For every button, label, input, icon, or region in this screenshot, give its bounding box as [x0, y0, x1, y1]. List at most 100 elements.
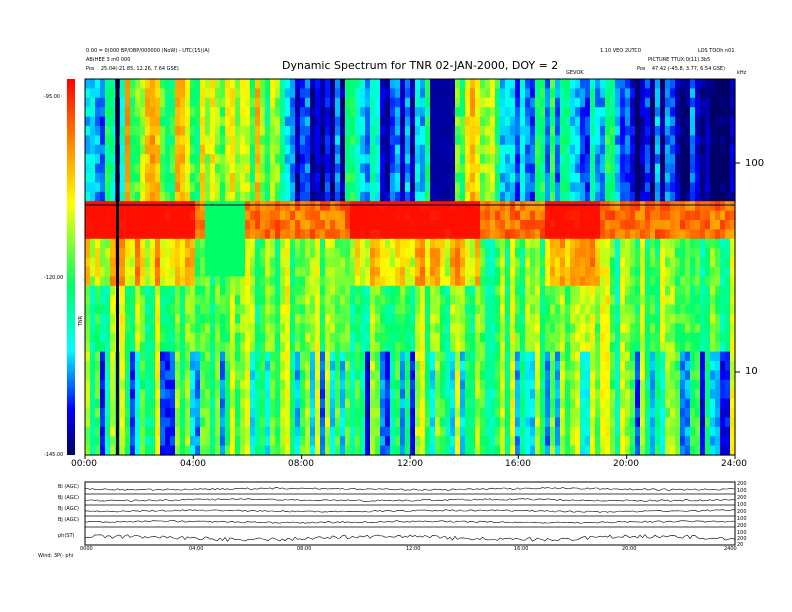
heatmap-cell [165, 135, 171, 146]
heatmap-cell [525, 304, 531, 315]
heatmap-cell [495, 426, 501, 437]
heatmap-cell [685, 107, 691, 118]
heatmap-cell [570, 323, 576, 334]
heatmap-cell [535, 285, 541, 296]
heatmap-cell [325, 295, 331, 306]
heatmap-cell [340, 276, 346, 287]
heatmap-cell [130, 267, 136, 277]
heatmap-cell [345, 314, 351, 324]
heatmap-cell [490, 332, 496, 343]
heatmap-cell [155, 267, 161, 277]
heatmap-cell [545, 220, 551, 230]
heatmap-cell [360, 201, 366, 212]
heatmap-cell [330, 342, 336, 353]
heatmap-cell [285, 257, 291, 268]
heatmap-cell [395, 398, 401, 409]
heatmap-cell [505, 191, 511, 202]
heatmap-cell [450, 97, 456, 108]
heatmap-cell [130, 276, 136, 287]
heatmap-cell [625, 257, 631, 268]
heatmap-cell [400, 314, 406, 324]
heatmap-cell [125, 154, 131, 165]
heatmap-cell [480, 267, 486, 277]
heatmap-cell [125, 323, 131, 334]
heatmap-cell [695, 116, 701, 127]
heatmap-cell [265, 370, 271, 381]
heatmap-cell [220, 379, 226, 390]
heatmap-cell [335, 210, 341, 221]
heatmap-cell [210, 191, 216, 202]
heatmap-cell [490, 229, 496, 240]
heatmap-cell [420, 210, 426, 221]
heatmap-cell [310, 276, 316, 287]
heatmap-cell [460, 210, 466, 221]
heatmap-cell [630, 323, 636, 334]
heatmap-cell [495, 107, 501, 118]
heatmap-cell [630, 408, 636, 418]
heatmap-cell [595, 248, 601, 259]
heatmap-cell [285, 445, 291, 456]
heatmap-cell [225, 88, 231, 99]
heatmap-cell [600, 79, 606, 89]
heatmap-cell [370, 361, 376, 371]
heatmap-cell [545, 154, 551, 165]
heatmap-cell [375, 201, 381, 212]
heatmap-cell [375, 238, 381, 249]
heatmap-cell [665, 238, 671, 249]
heatmap-cell [575, 323, 581, 334]
heatmap-cell [560, 144, 566, 155]
heatmap-cell [210, 126, 216, 136]
heatmap-cell [375, 285, 381, 296]
heatmap-cell [640, 285, 646, 296]
heatmap-cell [415, 191, 421, 202]
heatmap-cell [140, 229, 146, 240]
heatmap-cell [500, 408, 506, 418]
heatmap-cell [390, 379, 396, 390]
heatmap-cell [365, 295, 371, 306]
heatmap-cell [225, 323, 231, 334]
heatmap-cell [640, 361, 646, 371]
heatmap-cell [500, 229, 506, 240]
heatmap-cell [90, 276, 96, 287]
heatmap-cell [185, 210, 191, 221]
heatmap-cell [485, 323, 491, 334]
heatmap-cell [450, 182, 456, 193]
heatmap-cell [510, 370, 516, 381]
heatmap-cell [220, 144, 226, 155]
heatmap-cell [105, 210, 111, 221]
heatmap-cell [625, 135, 631, 146]
heatmap-cell [290, 389, 296, 400]
heatmap-cell [360, 398, 366, 409]
heatmap-cell [690, 351, 696, 362]
heatmap-cell [370, 304, 376, 315]
heatmap-cell [320, 323, 326, 334]
heatmap-cell [105, 97, 111, 108]
heatmap-cell [615, 267, 621, 277]
heatmap-cell [535, 417, 541, 428]
heatmap-cell [360, 389, 366, 400]
heatmap-cell [135, 285, 141, 296]
heatmap-cell [540, 191, 546, 202]
heatmap-cell [520, 417, 526, 428]
heatmap-cell [560, 126, 566, 136]
heatmap-cell [650, 351, 656, 362]
heatmap-cell [210, 408, 216, 418]
heatmap-cell [275, 107, 281, 118]
heatmap-cell [85, 445, 91, 456]
heatmap-cell [105, 173, 111, 183]
heatmap-cell [300, 304, 306, 315]
heatmap-cell [110, 323, 116, 334]
heatmap-cell [545, 248, 551, 259]
heatmap-cell [205, 135, 211, 146]
heatmap-cell [215, 191, 221, 202]
heatmap-cell [560, 257, 566, 268]
heatmap-cell [640, 370, 646, 381]
heatmap-cell [580, 173, 586, 183]
heatmap-cell [550, 248, 556, 259]
heatmap-cell [510, 323, 516, 334]
heatmap-cell [335, 276, 341, 287]
heatmap-cell [90, 182, 96, 193]
heatmap-cell [540, 126, 546, 136]
heatmap-cell [425, 417, 431, 428]
heatmap-cell [130, 116, 136, 127]
